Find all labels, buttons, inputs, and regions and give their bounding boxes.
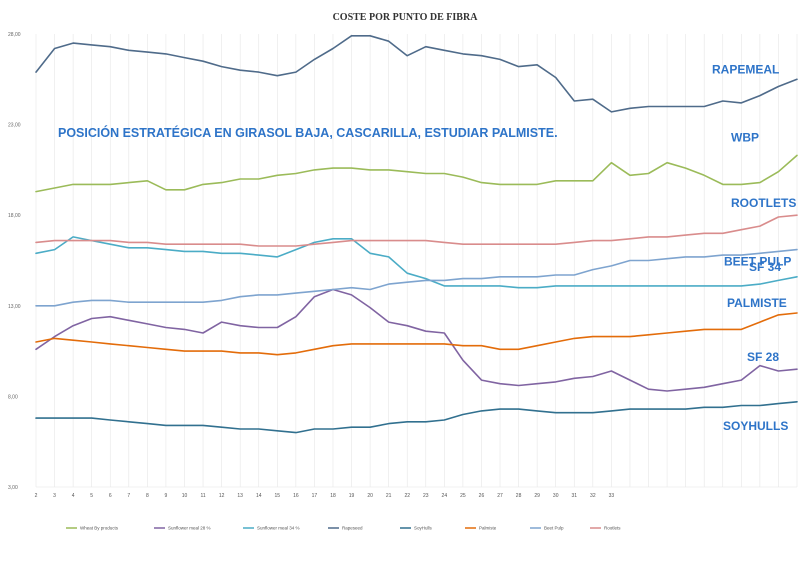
series-label-sf-28: SF 28 (747, 350, 779, 364)
series-line-sf-28 (35, 288, 798, 392)
x-tick-label: 19 (349, 493, 355, 499)
y-tick-label: 28,00 (8, 32, 21, 38)
x-tick-label: 5 (90, 493, 93, 499)
x-tick-label: 14 (256, 493, 262, 499)
x-tick-label: 12 (219, 493, 225, 499)
legend-entry: Wheat By products (80, 526, 119, 531)
x-tick-label: 13 (237, 493, 243, 499)
x-tick-label: 24 (442, 493, 448, 499)
x-tick-label: 20 (367, 493, 373, 499)
legend-entry: Beet Pulp (544, 526, 564, 531)
series-label-wbp: WBP (731, 130, 759, 144)
grid-layer (35, 34, 798, 488)
x-tick-label: 9 (165, 493, 168, 499)
y-tick-label: 8,00 (8, 394, 18, 400)
legend-entry: Rootlets (604, 526, 621, 531)
legend: Wheat By products Sunflower meal 28 % Sunf… (66, 526, 621, 531)
x-tick-label: 15 (275, 493, 281, 499)
legend-entry: SoyHulls (414, 526, 433, 531)
x-tick-label: 7 (127, 493, 130, 499)
series-layer (35, 34, 798, 434)
series-line-rootlets (35, 214, 798, 247)
x-tick-label: 8 (146, 493, 149, 499)
series-label-palmiste: PALMISTE (727, 296, 787, 310)
series-line-sf-34 (35, 236, 798, 289)
x-axis-tick-labels: 2 3 4 5 6 7 8 9 10 11 12 13 14 15 16 17 18 19 20 21 22 23 24 25… (35, 493, 615, 499)
x-tick-label: 6 (109, 493, 112, 499)
x-tick-label: 2 (35, 493, 38, 499)
y-tick-label: 23,00 (8, 123, 21, 129)
legend-entry: Sunflower meal 34 % (257, 526, 300, 531)
x-tick-label: 30 (553, 493, 559, 499)
series-label-rootlets: ROOTLETS (731, 196, 796, 210)
x-tick-label: 4 (72, 493, 75, 499)
x-tick-label: 31 (571, 493, 577, 499)
series-label-sf-34: SF 34 (749, 260, 781, 274)
chart-title: COSTE POR PUNTO DE FIBRA (333, 12, 479, 23)
series-line-palmiste (35, 312, 798, 356)
x-tick-label: 32 (590, 493, 596, 499)
x-tick-label: 17 (312, 493, 318, 499)
y-tick-label: 3,00 (8, 485, 18, 491)
strategy-annotation: POSICIÓN ESTRATÉGICA EN GIRASOL BAJA, CA… (58, 125, 558, 140)
x-tick-label: 25 (460, 493, 466, 499)
y-tick-label: 13,00 (8, 304, 21, 310)
x-tick-label: 11 (200, 493, 205, 499)
x-tick-label: 29 (534, 493, 540, 499)
series-label-beet-pulp: BEET PULP (724, 255, 791, 269)
legend-entry: Rapeseed (342, 526, 363, 531)
x-tick-label: 22 (404, 493, 410, 499)
series-line-rapemeal (35, 34, 798, 113)
series-label-soyhulls: SOYHULLS (723, 419, 788, 433)
x-tick-label: 16 (293, 493, 299, 499)
x-tick-label: 27 (497, 493, 503, 499)
series-label-rapemeal: RAPEMEAL (712, 62, 779, 76)
x-tick-label: 23 (423, 493, 429, 499)
series-line-beet-pulp (35, 248, 798, 307)
y-axis-tick-labels: 28,00 23,00 18,00 13,00 8,00 3,00 (8, 32, 21, 491)
series-labels: WBP SF 28 SF 34 RAPEMEAL SOYHULLS PALMISTE BEE… (712, 62, 796, 433)
legend-entry: Sunflower meal 28 % (168, 526, 211, 531)
legend-entry: Palmiste (479, 526, 497, 531)
x-tick-label: 33 (609, 493, 615, 499)
x-tick-label: 18 (330, 493, 336, 499)
x-tick-label: 21 (386, 493, 392, 499)
series-line-soyhulls (35, 400, 798, 434)
y-tick-label: 18,00 (8, 213, 21, 219)
x-tick-label: 26 (479, 493, 485, 499)
x-tick-label: 28 (516, 493, 522, 499)
series-line-wbp (35, 154, 798, 193)
x-tick-label: 10 (182, 493, 188, 499)
x-tick-label: 3 (53, 493, 56, 499)
